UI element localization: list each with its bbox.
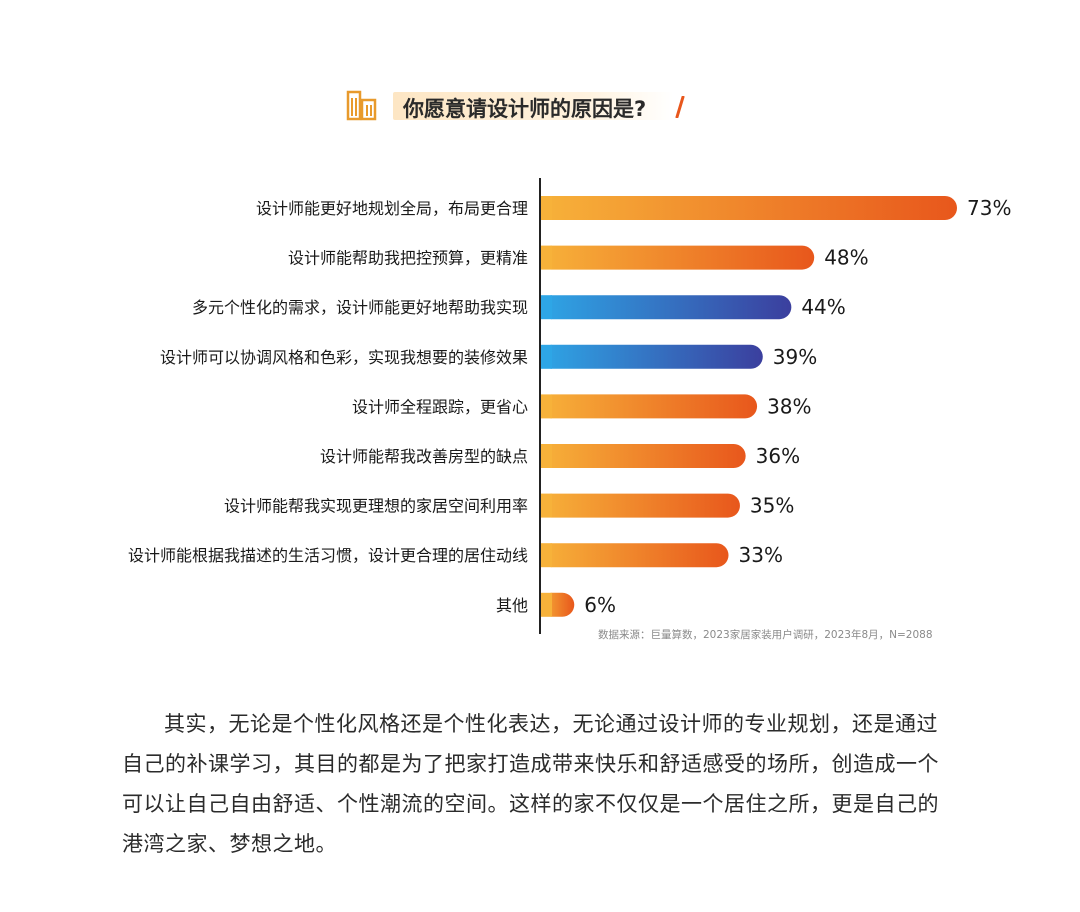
- building-icon: [346, 90, 377, 121]
- category-label: 设计师能更好地规划全局，布局更合理: [256, 199, 528, 218]
- value-label: 6%: [584, 593, 616, 617]
- source-note: 数据来源：巨量算数，2023家居家装用户调研，2023年8月，N=2088: [598, 629, 933, 641]
- value-label: 48%: [824, 246, 868, 270]
- bar-6: [540, 444, 746, 468]
- chart-title: 你愿意请设计师的原因是?: [403, 97, 647, 121]
- bar-3: [540, 295, 792, 320]
- category-label: 设计师可以协调风格和色彩，实现我想要的装修效果: [160, 348, 528, 367]
- bar-1: [540, 196, 957, 220]
- bar-left-edge-2: [540, 245, 552, 270]
- body-paragraph: 其实，无论是个性化风格还是个性化表达，无论通过设计师的专业规划，还是通过自己的补…: [122, 712, 939, 856]
- category-label: 设计师能帮我实现更理想的家居空间利用率: [224, 497, 528, 516]
- bar-7: [540, 493, 740, 518]
- value-label: 44%: [801, 295, 845, 319]
- bar-chart: 设计师能更好地规划全局，布局更合理 73% 设计师能帮助我把控预算，更精准 48% 多元…: [128, 178, 1011, 634]
- bar-5: [540, 394, 758, 419]
- title-background: [393, 92, 673, 120]
- bar-left-edge-7: [540, 493, 552, 518]
- value-label: 36%: [756, 444, 800, 468]
- category-label: 设计师能帮助我把控预算，更精准: [288, 249, 528, 268]
- bar-2: [540, 245, 815, 270]
- category-label: 其他: [496, 596, 528, 615]
- value-label: 33%: [739, 543, 783, 567]
- bar-left-edge-1: [540, 196, 552, 220]
- value-label: 38%: [767, 394, 811, 418]
- value-label: 39%: [773, 345, 817, 369]
- bar-4: [540, 344, 763, 369]
- category-label: 多元个性化的需求，设计师能更好地帮助我实现: [192, 298, 528, 317]
- value-label: 73%: [967, 196, 1011, 220]
- bar-8: [540, 543, 729, 568]
- bar-left-edge-9: [540, 592, 552, 617]
- bar-left-edge-5: [540, 394, 552, 419]
- bar-left-edge-8: [540, 543, 552, 568]
- bar-left-edge-6: [540, 444, 552, 468]
- category-label: 设计师能根据我描述的生活习惯，设计更合理的居住动线: [128, 546, 528, 565]
- value-label: 35%: [750, 494, 794, 518]
- category-label: 设计师全程跟踪，更省心: [352, 397, 528, 416]
- slash-decoration-icon: [675, 96, 685, 118]
- chart-title-bar: 你愿意请设计师的原因是?: [345, 88, 685, 124]
- bar-left-edge-3: [540, 295, 552, 320]
- category-label: 设计师能帮我改善房型的缺点: [320, 447, 528, 466]
- bar-left-edge-4: [540, 344, 552, 369]
